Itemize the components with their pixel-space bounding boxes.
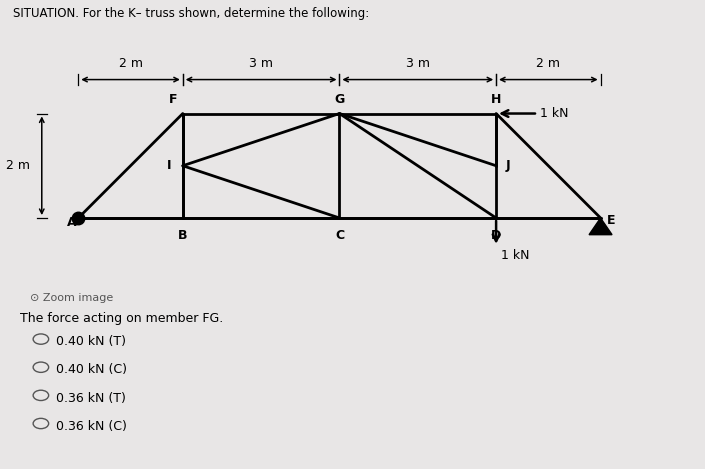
Text: 1 kN: 1 kN (541, 107, 569, 120)
Text: 2 m: 2 m (6, 159, 30, 172)
Text: 3 m: 3 m (249, 57, 273, 70)
Text: D: D (491, 229, 501, 242)
Text: A: A (67, 216, 76, 229)
Text: 3 m: 3 m (406, 57, 430, 70)
Text: B: B (178, 229, 188, 242)
Text: E: E (607, 214, 615, 227)
Text: ⊙ Zoom image: ⊙ Zoom image (30, 293, 113, 303)
Text: 2 m: 2 m (537, 57, 560, 70)
Text: The force acting on member FG.: The force acting on member FG. (20, 312, 223, 325)
Text: 0.36 kN (C): 0.36 kN (C) (56, 420, 128, 433)
Polygon shape (589, 218, 612, 234)
Text: SITUATION. For the K– truss shown, determine the following:: SITUATION. For the K– truss shown, deter… (13, 7, 369, 20)
Text: C: C (335, 229, 344, 242)
Text: 1 kN: 1 kN (501, 250, 530, 262)
Text: I: I (167, 159, 171, 172)
Text: G: G (334, 93, 345, 106)
Text: J: J (505, 159, 510, 172)
Text: 0.40 kN (C): 0.40 kN (C) (56, 363, 128, 377)
Text: F: F (169, 93, 178, 106)
Text: 2 m: 2 m (118, 57, 142, 70)
Text: H: H (491, 93, 501, 106)
Text: 0.40 kN (T): 0.40 kN (T) (56, 335, 126, 348)
Text: 0.36 kN (T): 0.36 kN (T) (56, 392, 126, 405)
